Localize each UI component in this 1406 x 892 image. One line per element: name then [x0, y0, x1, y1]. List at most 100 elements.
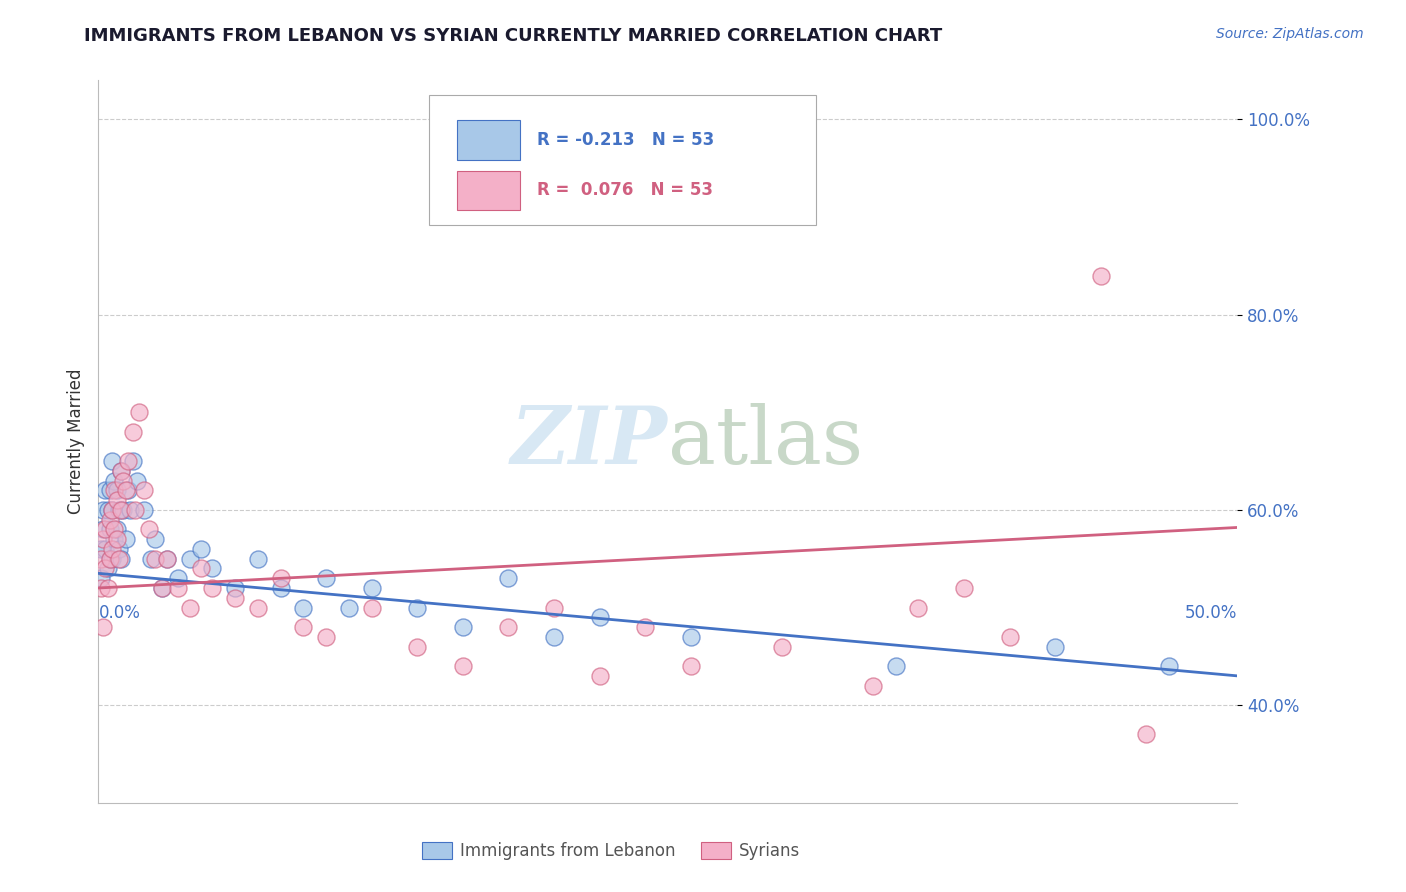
Point	[315, 630, 337, 644]
Point	[224, 591, 246, 605]
Point	[103, 483, 125, 498]
Point	[337, 600, 360, 615]
Point	[94, 483, 117, 498]
Point	[884, 659, 907, 673]
Point	[98, 551, 121, 566]
Point	[103, 532, 125, 546]
Point	[96, 561, 118, 575]
Point	[132, 503, 155, 517]
Point	[588, 610, 610, 624]
Point	[105, 532, 128, 546]
Point	[98, 551, 121, 566]
Point	[94, 541, 117, 556]
Point	[121, 425, 143, 439]
Legend: Immigrants from Lebanon, Syrians: Immigrants from Lebanon, Syrians	[415, 835, 807, 867]
Point	[108, 551, 131, 566]
Point	[634, 620, 657, 634]
Point	[246, 600, 269, 615]
Point	[498, 571, 520, 585]
Point	[114, 483, 136, 498]
Point	[150, 581, 173, 595]
Point	[96, 503, 118, 517]
Point	[156, 551, 179, 566]
Point	[101, 551, 124, 566]
Point	[167, 581, 190, 595]
Point	[139, 551, 162, 566]
Text: R = -0.213   N = 53: R = -0.213 N = 53	[537, 131, 714, 149]
Point	[110, 503, 132, 517]
FancyBboxPatch shape	[457, 170, 520, 211]
Point	[91, 620, 114, 634]
Point	[179, 551, 201, 566]
Point	[179, 600, 201, 615]
Point	[105, 483, 128, 498]
Text: 0.0%: 0.0%	[98, 604, 141, 622]
Point	[156, 551, 179, 566]
Point	[101, 454, 124, 468]
Point	[128, 405, 150, 419]
Point	[543, 600, 565, 615]
Point	[98, 483, 121, 498]
Point	[292, 600, 315, 615]
Point	[90, 581, 112, 595]
Point	[110, 464, 132, 478]
Point	[94, 523, 117, 537]
Point	[120, 503, 142, 517]
Point	[138, 523, 160, 537]
Point	[101, 541, 124, 556]
Point	[1157, 659, 1180, 673]
Point	[132, 483, 155, 498]
Point	[108, 541, 131, 556]
Point	[406, 600, 429, 615]
Text: ZIP: ZIP	[510, 403, 668, 480]
Point	[201, 561, 224, 575]
Point	[246, 551, 269, 566]
Point	[190, 561, 212, 575]
Point	[360, 581, 382, 595]
Point	[110, 551, 132, 566]
Point	[167, 571, 190, 585]
Point	[145, 532, 167, 546]
Text: IMMIGRANTS FROM LEBANON VS SYRIAN CURRENTLY MARRIED CORRELATION CHART: IMMIGRANTS FROM LEBANON VS SYRIAN CURREN…	[84, 27, 942, 45]
Point	[224, 581, 246, 595]
Point	[114, 532, 136, 546]
Point	[94, 561, 117, 575]
Point	[117, 483, 139, 498]
Point	[103, 474, 125, 488]
Point	[108, 503, 131, 517]
Point	[451, 659, 474, 673]
Point	[121, 454, 143, 468]
Point	[679, 630, 702, 644]
FancyBboxPatch shape	[429, 95, 815, 225]
Point	[862, 679, 884, 693]
Point	[110, 464, 132, 478]
Point	[101, 503, 124, 517]
Point	[907, 600, 929, 615]
Point	[96, 581, 118, 595]
Point	[91, 523, 114, 537]
Y-axis label: Currently Married: Currently Married	[66, 368, 84, 515]
Point	[117, 454, 139, 468]
Point	[91, 532, 114, 546]
Point	[112, 503, 135, 517]
Point	[588, 669, 610, 683]
Text: R =  0.076   N = 53: R = 0.076 N = 53	[537, 181, 713, 200]
FancyBboxPatch shape	[457, 120, 520, 160]
Point	[451, 620, 474, 634]
Point	[124, 503, 146, 517]
Text: atlas: atlas	[668, 402, 863, 481]
Point	[90, 551, 112, 566]
Point	[1135, 727, 1157, 741]
Point	[145, 551, 167, 566]
Point	[101, 503, 124, 517]
Point	[98, 523, 121, 537]
Point	[105, 493, 128, 508]
Point	[270, 581, 292, 595]
Point	[1090, 268, 1112, 283]
Point	[91, 503, 114, 517]
Point	[543, 630, 565, 644]
Point	[1043, 640, 1066, 654]
Point	[98, 513, 121, 527]
Point	[360, 600, 382, 615]
Text: Source: ZipAtlas.com: Source: ZipAtlas.com	[1216, 27, 1364, 41]
